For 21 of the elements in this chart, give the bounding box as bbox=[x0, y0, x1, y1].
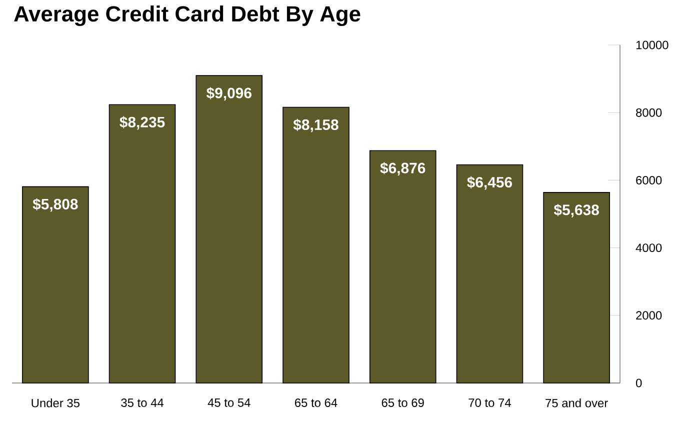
data-label: $5,638 bbox=[554, 204, 599, 218]
x-tick-label: 65 to 69 bbox=[382, 398, 424, 407]
y-tick-label: 6000 bbox=[636, 176, 662, 184]
y-tick-label: 10000 bbox=[636, 40, 668, 50]
y-tick-label: 0 bbox=[636, 378, 642, 388]
data-label: $5,808 bbox=[32, 198, 78, 212]
y-tick-label: 2000 bbox=[636, 311, 662, 320]
x-tick-label: 75 and over bbox=[546, 398, 608, 408]
data-label: $9,096 bbox=[206, 87, 252, 100]
chart-title: Average Credit Card Debt By Age bbox=[14, 6, 360, 26]
y-tick-label: 8000 bbox=[636, 108, 662, 117]
y-tick-label: 4000 bbox=[636, 244, 662, 252]
x-tick-label: 35 to 44 bbox=[121, 398, 164, 407]
x-tick-label: 65 to 64 bbox=[295, 398, 338, 407]
data-label: $8,235 bbox=[120, 116, 165, 130]
data-label: $8,158 bbox=[293, 118, 338, 132]
x-tick-label: 45 to 54 bbox=[208, 398, 250, 407]
data-label: $6,456 bbox=[467, 176, 512, 190]
data-label: $6,876 bbox=[380, 162, 426, 176]
x-tick-label: Under 35 bbox=[32, 398, 80, 408]
x-tick-label: 70 to 74 bbox=[468, 398, 511, 407]
